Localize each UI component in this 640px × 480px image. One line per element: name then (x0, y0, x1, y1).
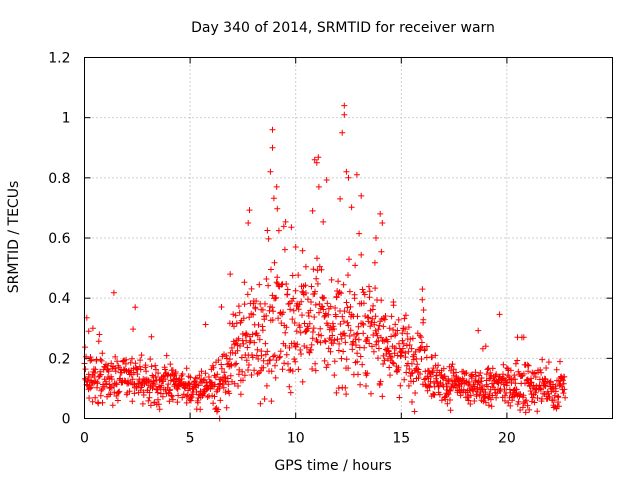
scatter-markers (81, 102, 569, 422)
x-axis-label: GPS time / hours (274, 458, 391, 474)
y-tick-label: 0.2 (48, 351, 70, 367)
x-tick-label: 20 (498, 431, 516, 447)
x-tick-label: 5 (186, 431, 195, 447)
y-axis-label: SRMTID / TECUs (6, 181, 22, 294)
data-points (81, 102, 569, 422)
axis-ticks: 0 0.2 0.4 0.6 0.8 1 1.2 0 5 10 15 20 (48, 51, 613, 447)
y-tick-label: 0 (62, 412, 71, 428)
x-tick-label: 15 (392, 431, 410, 447)
grid-lines (84, 57, 613, 419)
y-tick-label: 0.6 (48, 231, 70, 247)
x-tick-label: 10 (287, 431, 305, 447)
y-tick-label: 1.2 (48, 51, 70, 67)
y-tick-label: 1 (62, 111, 71, 127)
chart-title: Day 340 of 2014, SRMTID for receiver war… (191, 20, 495, 36)
plot-frame (84, 57, 613, 419)
y-tick-label: 0.8 (48, 171, 70, 187)
y-tick-label: 0.4 (48, 291, 70, 307)
x-tick-label: 0 (80, 431, 89, 447)
